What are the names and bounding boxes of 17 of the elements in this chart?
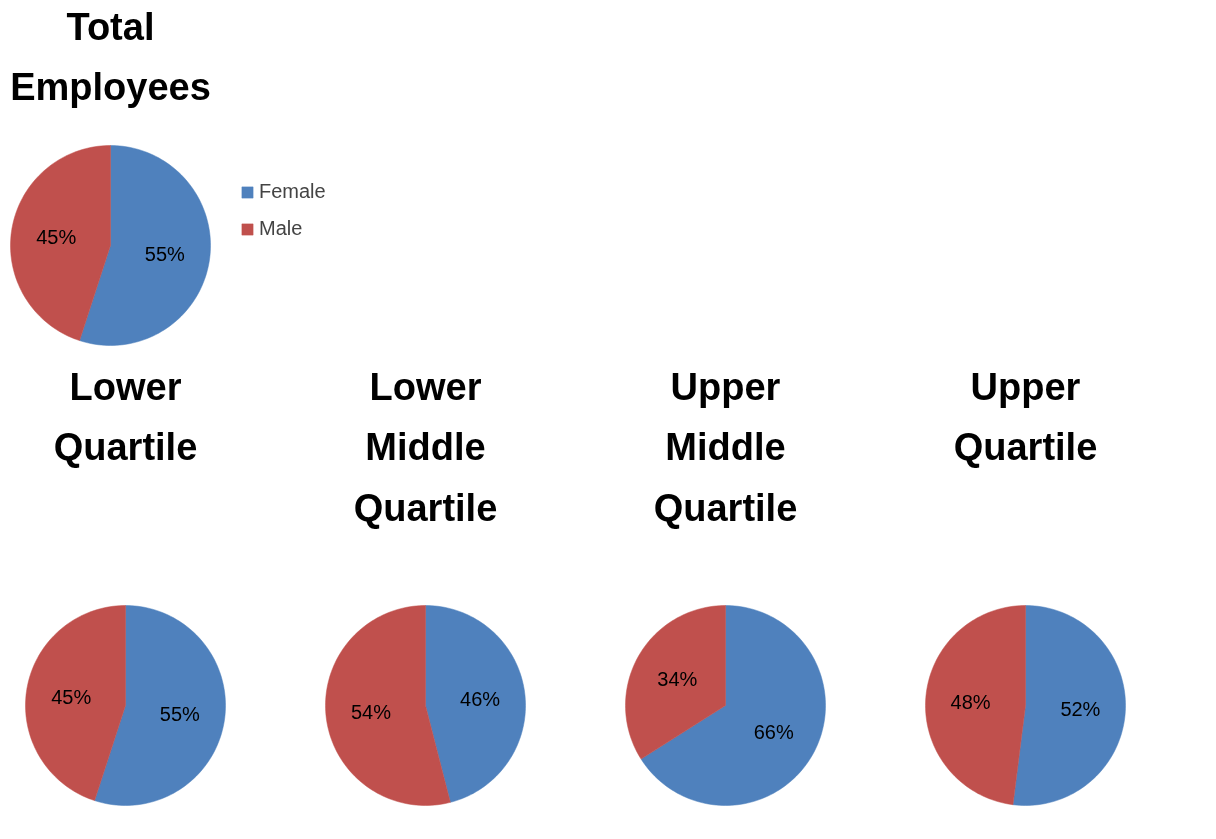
data-label: 52% [1060,697,1101,720]
data-label: 54% [350,701,392,724]
chart-title: Lower Middle Quartile [353,365,498,530]
chart-title: Total Employees [10,5,211,109]
legend-label: Male [259,217,303,240]
data-label: 55% [159,703,201,726]
data-label: 45% [36,225,77,248]
data-label: 66% [753,721,794,743]
data-label: 55% [144,243,186,266]
data-label: 34% [657,668,698,690]
data-label: 46% [460,687,501,710]
data-label: 45% [51,685,92,708]
data-label: 48% [950,691,991,714]
chart-title: Upper Middle Quartile [653,365,798,530]
legend-label: Female [259,180,326,203]
chart-title: Lower Quartile [53,365,198,469]
chart-title: Upper Quartile [953,365,1098,469]
